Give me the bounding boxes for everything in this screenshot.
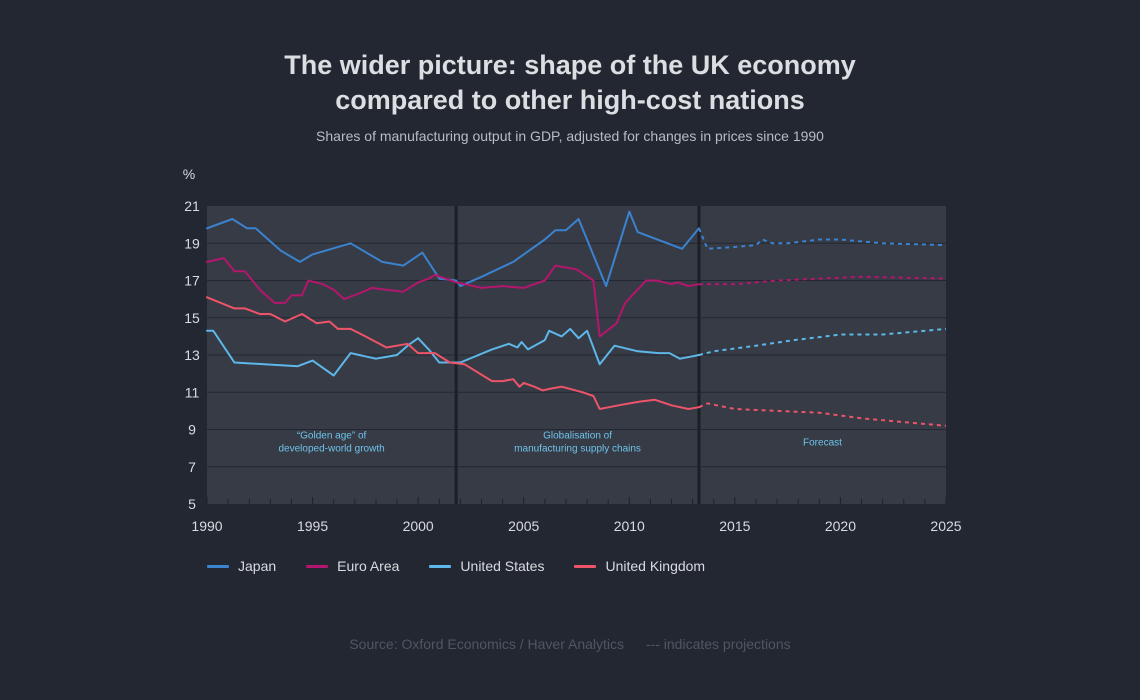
y-tick-label-7: 7 (188, 459, 196, 475)
legend-item-united-kingdom: United Kingdom (574, 558, 705, 574)
x-tick-label-2000: 2000 (403, 518, 434, 534)
chart-title-line-2: compared to other high-cost nations (335, 85, 805, 115)
period-label-1-line-2: developed-world growth (278, 443, 384, 454)
legend-swatch-japan (207, 564, 229, 568)
legend-label-japan: Japan (238, 558, 277, 574)
y-tick-label-17: 17 (184, 273, 200, 289)
chart-title-line-1: The wider picture: shape of the UK econo… (284, 50, 856, 80)
chart-subtitle: Shares of manufacturing output in GDP, a… (316, 128, 824, 144)
x-tick-label-2015: 2015 (719, 518, 750, 534)
source-note: Source: Oxford Economics / Haver Analyti… (349, 636, 625, 652)
period-label-1-line-1: “Golden age” of (297, 430, 367, 441)
legend-item-japan: Japan (207, 558, 276, 574)
period-label-2-line-2: manufacturing supply chains (514, 443, 641, 454)
series-line-euro-area (206, 257, 700, 338)
legend-swatch-united-kingdom (574, 564, 597, 568)
series-projection-euro-area (699, 275, 947, 286)
legend-label-euro-area: Euro Area (337, 558, 400, 574)
chart-footer: Source: Oxford Economics / Haver Analyti… (0, 636, 1140, 652)
series-line-japan (206, 210, 700, 288)
series-line-united-states (206, 327, 700, 377)
chart-title: The wider picture: shape of the UK econo… (0, 48, 1140, 118)
x-tick-label-2025: 2025 (930, 518, 961, 534)
y-tick-label-11: 11 (185, 384, 200, 400)
x-tick-label-2005: 2005 (508, 518, 539, 534)
series-projection-japan (698, 227, 947, 250)
legend-label-united-kingdom: United Kingdom (605, 558, 706, 574)
x-tick-label-2010: 2010 (614, 518, 645, 534)
y-tick-label-21: 21 (184, 198, 200, 214)
period-label-2-line-1: Globalisation of (543, 430, 612, 441)
chart-legend: Japan Euro Area United States United Kingdo… (207, 556, 735, 576)
period-label-3: Forecast (803, 437, 842, 448)
y-tick-label-13: 13 (184, 347, 200, 363)
series-line-united-kingdom (206, 296, 700, 410)
x-tick-label-1990: 1990 (191, 518, 222, 534)
projection-note: --- indicates projections (645, 636, 791, 652)
y-tick-label-9: 9 (188, 422, 196, 438)
y-tick-label-5: 5 (188, 496, 196, 512)
y-tick-label-19: 19 (184, 235, 200, 251)
legend-label-united-states: United States (460, 558, 545, 574)
y-tick-label-15: 15 (184, 310, 200, 326)
x-tick-label-1995: 1995 (297, 518, 328, 534)
legend-item-united-states: United States (429, 558, 544, 574)
series-projection-united-states (698, 327, 947, 356)
y-axis-unit-label: % (183, 166, 195, 182)
legend-swatch-united-states (429, 564, 452, 568)
legend-swatch-euro-area (306, 564, 329, 568)
legend-item-euro-area: Euro Area (306, 558, 399, 574)
x-tick-label-2020: 2020 (825, 518, 856, 534)
